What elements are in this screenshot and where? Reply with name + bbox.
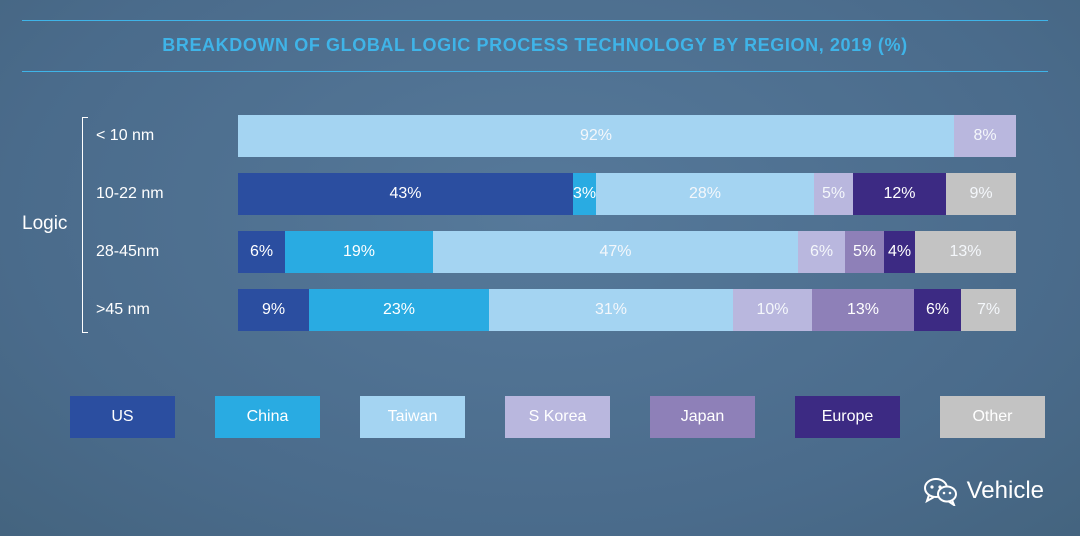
category-label: < 10 nm	[96, 127, 155, 144]
category-label: 28-45nm	[96, 243, 160, 260]
bar-segment-s-korea: 5%	[814, 173, 853, 215]
data-label: 92%	[579, 127, 613, 144]
wechat-icon	[923, 478, 957, 506]
title-rule-bottom	[22, 71, 1048, 72]
legend-item-china: China	[215, 396, 320, 438]
legend-label: Japan	[680, 408, 725, 425]
bar-segment-taiwan: 28%	[596, 173, 814, 215]
legend-item-europe: Europe	[795, 396, 900, 438]
bar-segment-us: 43%	[238, 173, 573, 215]
data-label: 6%	[925, 301, 950, 318]
data-label: 23%	[382, 301, 416, 318]
legend-label: Other	[972, 408, 1013, 425]
bar-segment-china: 3%	[573, 173, 596, 215]
legend-item-other: Other	[940, 396, 1045, 438]
bar-segment-europe: 4%	[884, 231, 915, 273]
legend-label: S Korea	[528, 408, 587, 425]
legend-label: US	[111, 408, 134, 425]
legend-label: Europe	[821, 408, 874, 425]
bar-segment-china: 19%	[285, 231, 433, 273]
bar-segment-other: 13%	[915, 231, 1016, 273]
data-label: 13%	[846, 301, 880, 318]
data-label: 6%	[809, 243, 834, 260]
bar-segment-china: 23%	[309, 289, 489, 331]
bar-segment-japan: 13%	[812, 289, 914, 331]
bar-segment-other: 9%	[946, 173, 1016, 215]
category-label: 10-22 nm	[96, 185, 164, 202]
bar-segment-taiwan: 31%	[489, 289, 733, 331]
bar-segment-japan: 5%	[845, 231, 884, 273]
chart-title: BREAKDOWN OF GLOBAL LOGIC PROCESS TECHNO…	[162, 35, 908, 55]
data-label: 31%	[594, 301, 628, 318]
data-label: 13%	[949, 243, 982, 260]
watermark: Vehicle	[923, 476, 1044, 506]
data-label: 5%	[821, 185, 846, 202]
data-label: 8%	[973, 127, 997, 144]
bar-segment-taiwan: 47%	[433, 231, 798, 273]
data-label: 6%	[249, 243, 274, 260]
data-label: 12%	[883, 185, 916, 202]
category-label: >45 nm	[96, 301, 150, 318]
bar-segment-s-korea: 6%	[798, 231, 845, 273]
data-label: 3%	[573, 185, 596, 202]
bar-segment-europe: 12%	[853, 173, 946, 215]
bar-segment-us: 6%	[238, 231, 285, 273]
data-label: 43%	[389, 185, 422, 202]
bar-segment-other: 7%	[961, 289, 1016, 331]
data-label: 4%	[887, 243, 912, 260]
data-label: 19%	[342, 243, 376, 260]
legend-item-s-korea: S Korea	[505, 396, 610, 438]
bar-segment-s-korea: 8%	[954, 115, 1016, 157]
legend-label: China	[246, 408, 289, 425]
bar-segment-s-korea: 10%	[733, 289, 812, 331]
bar-segment-taiwan: 92%	[238, 115, 954, 157]
group-label: Logic	[22, 213, 68, 234]
group-bracket	[82, 117, 88, 333]
data-label: 7%	[976, 301, 1001, 318]
data-label: 47%	[599, 243, 632, 260]
legend-item-japan: Japan	[650, 396, 755, 438]
legend-label: Taiwan	[387, 408, 438, 425]
data-label: 9%	[261, 301, 286, 318]
legend-item-us: US	[70, 396, 175, 438]
legend-item-taiwan: Taiwan	[360, 396, 465, 438]
bar-segment-europe: 6%	[914, 289, 961, 331]
title-rule-top	[22, 20, 1048, 21]
bar-segment-us: 9%	[238, 289, 309, 331]
watermark-text: Vehicle	[966, 477, 1044, 504]
data-label: 10%	[756, 301, 789, 318]
data-label: 5%	[852, 243, 877, 260]
data-label: 28%	[688, 185, 722, 202]
data-label: 9%	[969, 185, 993, 202]
